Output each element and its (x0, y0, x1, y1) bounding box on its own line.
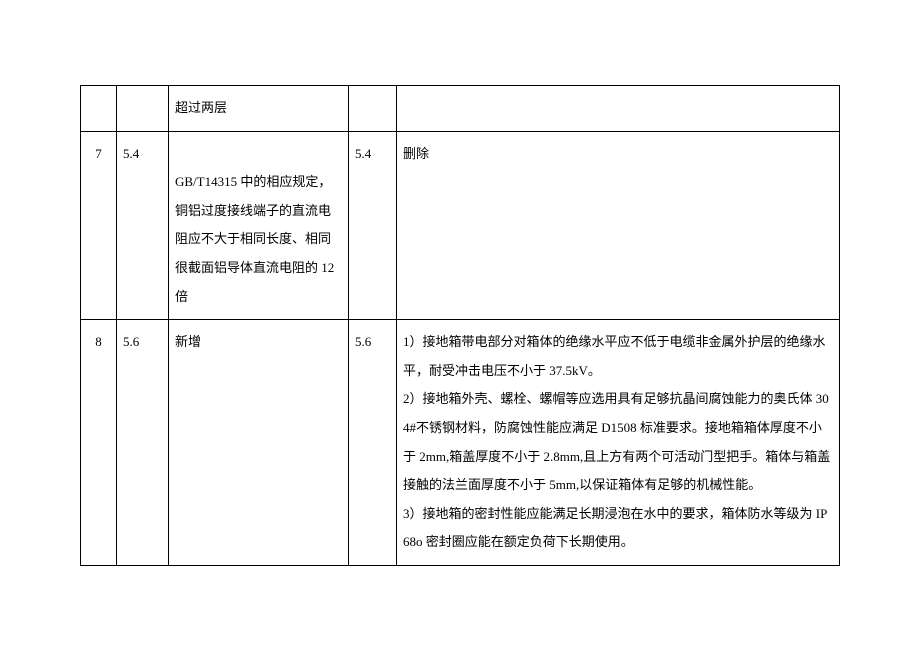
cell-orig: GB/T14315 中的相应规定，铜铝过度接线端子的直流电阻应不大于相同长度、相… (169, 131, 349, 320)
cell-ref2 (349, 86, 397, 132)
cell-ref: 5.6 (117, 320, 169, 566)
table-row: 7 5.4 GB/T14315 中的相应规定，铜铝过度接线端子的直流电阻应不大于… (81, 131, 840, 320)
table-row: 8 5.6 新增 5.6 1）接地箱带电部分对箱体的绝缘水平应不低于电缆非金属外… (81, 320, 840, 566)
cell-idx (81, 86, 117, 132)
cell-idx: 8 (81, 320, 117, 566)
cell-new: 删除 (397, 131, 840, 320)
spec-table: 超过两层 7 5.4 GB/T14315 中的相应规定，铜铝过度接线端子的直流电… (80, 85, 840, 566)
cell-new (397, 86, 840, 132)
cell-new: 1）接地箱带电部分对箱体的绝缘水平应不低于电缆非金属外护层的绝缘水平，耐受冲击电… (397, 320, 840, 566)
cell-idx: 7 (81, 131, 117, 320)
cell-ref (117, 86, 169, 132)
cell-ref2: 5.4 (349, 131, 397, 320)
cell-ref2: 5.6 (349, 320, 397, 566)
cell-orig: 超过两层 (169, 86, 349, 132)
cell-orig: 新增 (169, 320, 349, 566)
table-row: 超过两层 (81, 86, 840, 132)
cell-ref: 5.4 (117, 131, 169, 320)
